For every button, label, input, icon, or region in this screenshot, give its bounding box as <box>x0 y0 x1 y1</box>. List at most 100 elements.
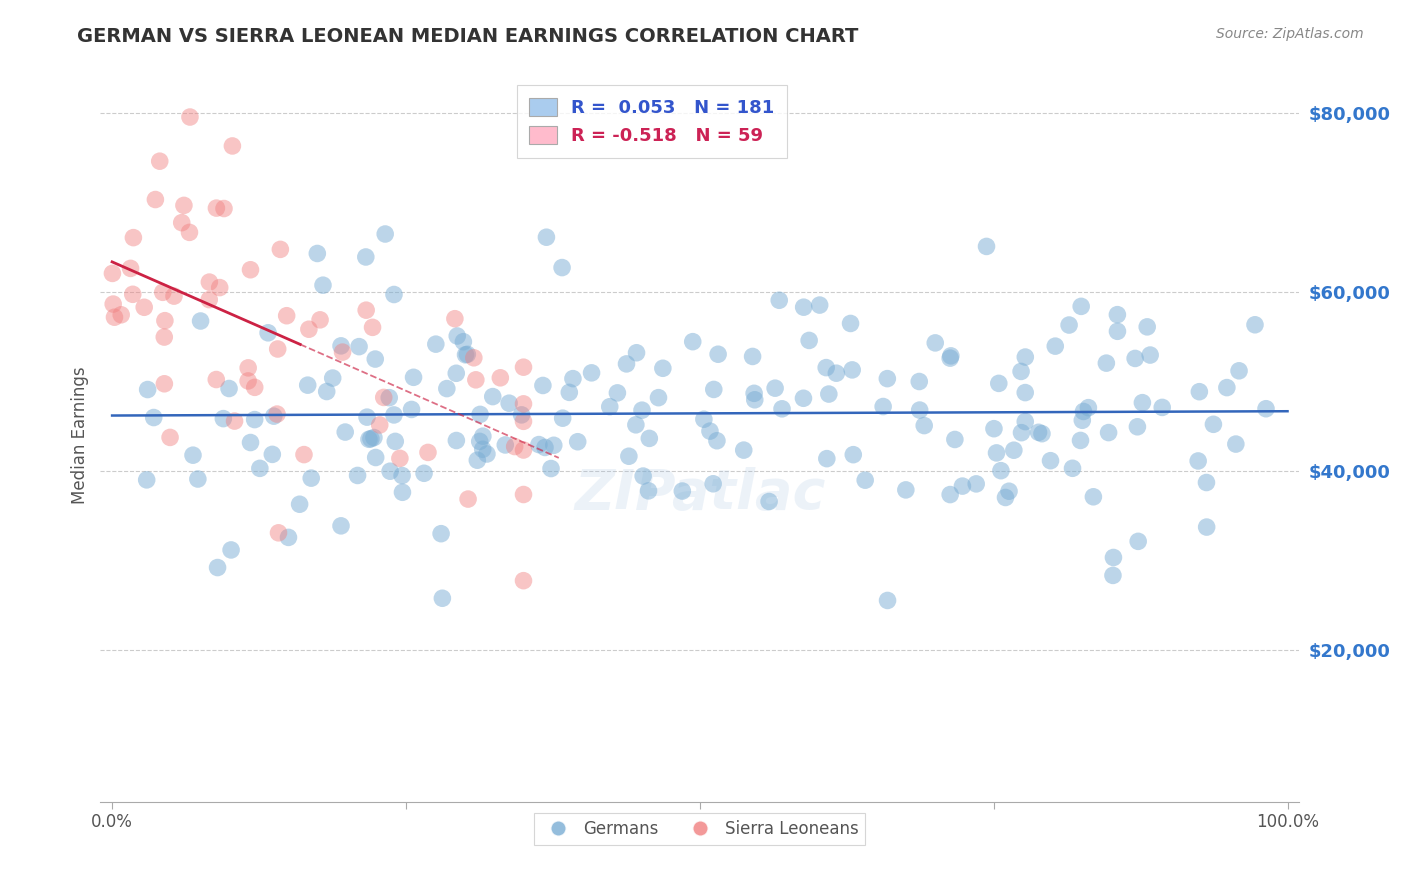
Point <box>1216 381 1239 395</box>
Point <box>288 497 311 511</box>
Point <box>510 408 533 422</box>
Point <box>430 526 453 541</box>
Point <box>149 154 172 169</box>
Point <box>1225 437 1247 451</box>
Point <box>512 397 534 411</box>
Point <box>815 360 838 375</box>
Point <box>153 313 176 327</box>
Point <box>198 293 221 307</box>
Point <box>494 438 516 452</box>
Point <box>842 448 865 462</box>
Point <box>990 464 1012 478</box>
Point <box>465 453 488 467</box>
Point <box>243 412 266 426</box>
Point <box>986 446 1008 460</box>
Point <box>239 262 262 277</box>
Point <box>1028 425 1050 440</box>
Point <box>1002 443 1025 458</box>
Point <box>277 530 299 544</box>
Point <box>1126 419 1149 434</box>
Point <box>471 429 494 443</box>
Point <box>330 519 353 533</box>
Point <box>512 414 534 428</box>
Point <box>219 543 242 558</box>
Point <box>793 300 815 314</box>
Point <box>581 366 603 380</box>
Point <box>1062 461 1084 475</box>
Point <box>987 376 1010 391</box>
Point <box>631 469 654 483</box>
Point <box>758 494 780 508</box>
Point <box>266 407 288 421</box>
Point <box>181 448 204 462</box>
Point <box>599 400 621 414</box>
Point <box>262 447 284 461</box>
Point <box>444 311 467 326</box>
Point <box>364 450 387 465</box>
Point <box>558 385 581 400</box>
Point <box>1128 534 1150 549</box>
Point <box>135 473 157 487</box>
Point <box>702 476 724 491</box>
Point <box>292 448 315 462</box>
Point <box>481 390 503 404</box>
Point <box>330 339 353 353</box>
Point <box>512 487 534 501</box>
Point <box>475 447 498 461</box>
Point <box>512 442 534 457</box>
Point <box>267 525 290 540</box>
Point <box>512 360 534 375</box>
Point <box>315 384 337 399</box>
Point <box>224 414 246 428</box>
Point <box>322 371 344 385</box>
Point <box>218 382 240 396</box>
Point <box>298 322 321 336</box>
Point <box>122 230 145 244</box>
Point <box>912 418 935 433</box>
Point <box>446 329 468 343</box>
Point <box>236 374 259 388</box>
Point <box>364 352 387 367</box>
Point <box>939 487 962 501</box>
Point <box>402 370 425 384</box>
Point <box>706 434 728 448</box>
Point <box>468 434 491 449</box>
Point <box>876 593 898 607</box>
Text: ZIPatlас: ZIPatlас <box>574 467 825 521</box>
Point <box>770 401 793 416</box>
Point <box>1107 308 1129 322</box>
Point <box>1057 318 1080 332</box>
Point <box>453 334 475 349</box>
Point <box>617 449 640 463</box>
Point <box>238 360 260 375</box>
Point <box>360 432 382 446</box>
Point <box>616 357 638 371</box>
Point <box>1069 434 1091 448</box>
Point <box>531 378 554 392</box>
Point <box>637 483 659 498</box>
Point <box>1107 324 1129 338</box>
Point <box>312 278 335 293</box>
Text: GERMAN VS SIERRA LEONEAN MEDIAN EARNINGS CORRELATION CHART: GERMAN VS SIERRA LEONEAN MEDIAN EARNINGS… <box>77 27 859 45</box>
Point <box>153 330 176 344</box>
Point <box>346 468 368 483</box>
Point <box>797 334 820 348</box>
Point <box>976 239 998 253</box>
Point <box>159 430 181 444</box>
Point <box>908 375 931 389</box>
Point <box>356 410 378 425</box>
Point <box>651 361 673 376</box>
Point <box>101 267 124 281</box>
Point <box>299 471 322 485</box>
Point <box>463 351 485 365</box>
Point <box>332 345 354 359</box>
Point <box>446 366 468 380</box>
Point <box>768 293 790 308</box>
Point <box>543 438 565 452</box>
Point <box>682 334 704 349</box>
Point <box>368 417 391 432</box>
Point <box>1031 426 1053 441</box>
Point <box>741 350 763 364</box>
Point <box>207 560 229 574</box>
Point <box>1152 401 1174 415</box>
